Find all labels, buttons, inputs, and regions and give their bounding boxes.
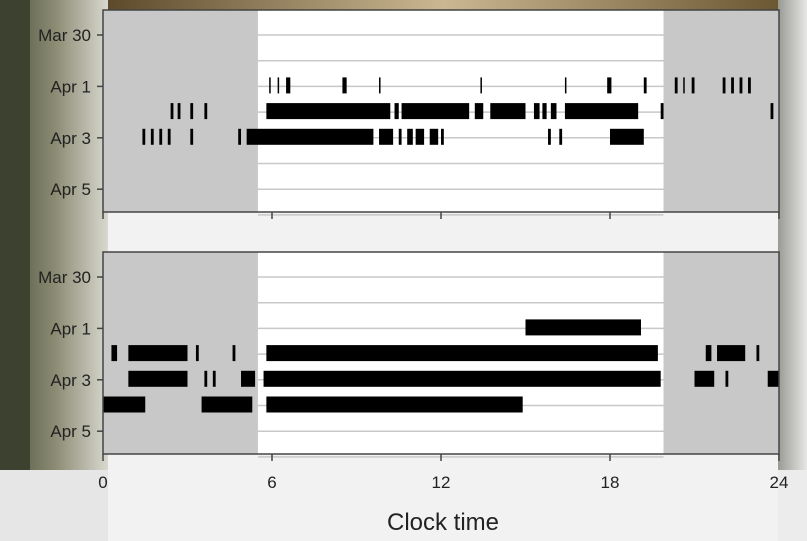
activity-bar	[564, 103, 639, 120]
activity-bar	[195, 345, 199, 362]
activity-bar	[731, 77, 734, 94]
activity-bar	[683, 77, 685, 94]
activity-bar	[398, 128, 402, 145]
activity-bar	[691, 77, 695, 94]
activity-bar	[756, 345, 760, 362]
activity-bar	[542, 103, 547, 120]
x-tick-label: 18	[601, 473, 620, 492]
x-tick-label: 24	[770, 473, 789, 492]
x-tick-label: 0	[98, 473, 107, 492]
activity-bar	[490, 103, 526, 120]
activity-bar	[394, 103, 399, 120]
activity-bar	[246, 128, 374, 145]
activity-bar	[705, 345, 712, 362]
x-tick-label: 12	[432, 473, 451, 492]
y-tick-label: Apr 5	[50, 422, 91, 441]
activity-bar	[725, 370, 729, 387]
y-tick-label: Apr 5	[50, 180, 91, 199]
activity-bar	[474, 103, 484, 120]
activity-bar	[266, 103, 391, 120]
activity-bar	[660, 103, 664, 120]
activity-bar	[232, 345, 236, 362]
activity-bar	[286, 77, 291, 94]
activity-bar	[429, 128, 439, 145]
y-tick-label: Mar 30	[38, 26, 91, 45]
x-tick-label: 6	[267, 473, 276, 492]
activity-bar	[548, 128, 551, 145]
activity-bar	[190, 103, 194, 120]
activity-bar	[722, 77, 726, 94]
activity-bar	[190, 128, 194, 145]
activity-bar	[204, 103, 208, 120]
activity-bar	[610, 128, 644, 145]
activity-bar	[170, 103, 174, 120]
activity-bar	[674, 77, 678, 94]
activity-bar	[415, 128, 425, 145]
activity-bar	[159, 128, 163, 145]
y-tick-label: Apr 1	[50, 77, 91, 96]
activity-bar	[241, 370, 256, 387]
activity-bar	[559, 128, 563, 145]
y-tick-label: Apr 3	[50, 371, 91, 390]
activity-bar	[111, 345, 118, 362]
activity-bar	[441, 128, 444, 145]
activity-bar	[694, 370, 715, 387]
x-axis-title: Clock time	[387, 509, 499, 536]
activity-bar	[277, 77, 280, 94]
activity-bar	[150, 128, 154, 145]
activity-bar	[167, 128, 171, 145]
activity-bar	[201, 396, 253, 413]
activity-bar	[212, 370, 216, 387]
activity-bar	[564, 77, 567, 94]
activity-bar	[269, 77, 271, 94]
activity-bar	[263, 370, 661, 387]
activity-bar	[266, 396, 523, 413]
activity-bar	[177, 103, 181, 120]
y-tick-label: Apr 3	[50, 129, 91, 148]
activity-bar	[401, 103, 470, 120]
activity-bar	[128, 370, 188, 387]
activity-bar	[770, 103, 774, 120]
activity-bar	[607, 77, 612, 94]
activity-bar	[739, 77, 743, 94]
activity-bar	[238, 128, 242, 145]
activity-bar	[142, 128, 146, 145]
activity-bar	[342, 77, 347, 94]
activity-bar	[128, 345, 188, 362]
activity-bar	[533, 103, 540, 120]
activity-bar	[748, 77, 751, 94]
y-tick-label: Mar 30	[38, 268, 91, 287]
activity-bar	[103, 396, 146, 413]
activity-bar	[525, 319, 641, 336]
y-tick-label: Apr 1	[50, 319, 91, 338]
activity-bar	[643, 77, 647, 94]
activity-bar	[480, 77, 482, 94]
activity-bar	[717, 345, 746, 362]
activity-bar	[204, 370, 208, 387]
activity-bar	[379, 128, 394, 145]
activity-bar	[266, 345, 658, 362]
activity-bar	[550, 103, 557, 120]
activity-bar	[407, 128, 413, 145]
activity-bar	[767, 370, 779, 387]
activity-bar	[379, 77, 381, 94]
